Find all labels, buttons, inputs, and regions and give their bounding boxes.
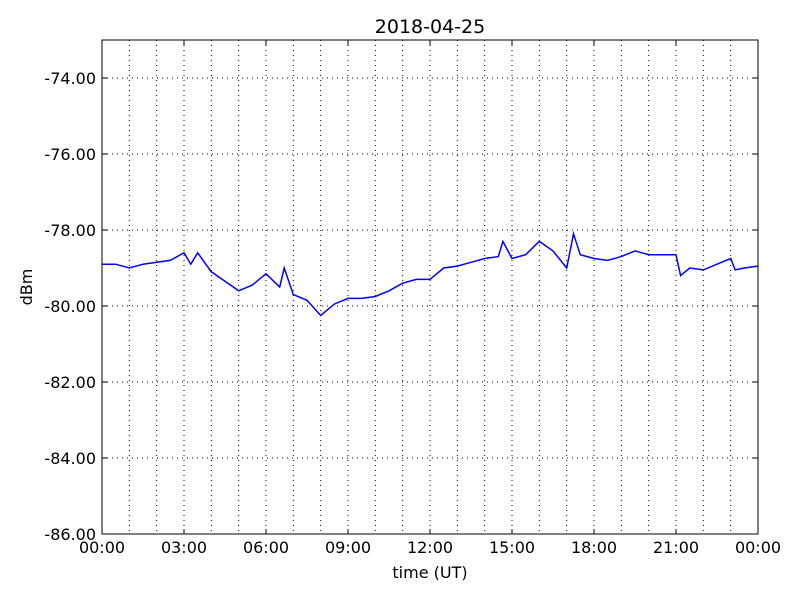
y-tick-label: -84.00	[44, 449, 96, 468]
series-line	[102, 230, 759, 317]
x-tick-label: 15:00	[489, 538, 535, 557]
y-tick-label: -80.00	[44, 297, 96, 316]
y-tick-label: -78.00	[44, 221, 96, 240]
y-tick-label: -76.00	[44, 145, 96, 164]
y-tick-label: -82.00	[44, 373, 96, 392]
x-tick-label: 00:00	[79, 538, 125, 557]
x-tick-label: 06:00	[243, 538, 289, 557]
grid	[102, 40, 758, 534]
x-tick-label: 18:00	[571, 538, 617, 557]
x-tick-label: 00:00	[735, 538, 781, 557]
y-tick-label: -86.00	[44, 525, 96, 544]
y-axis-label: dBm	[17, 269, 36, 306]
y-tick-label: -74.00	[44, 69, 96, 88]
x-tick-label: 09:00	[325, 538, 371, 557]
ticks: -74.00 -76.00 -78.00 -80.00 -82.00 -84.00 -86.…	[44, 40, 781, 557]
x-tick-label: 12:00	[407, 538, 453, 557]
x-axis-label: time (UT)	[392, 563, 467, 582]
plot-frame	[101, 39, 759, 535]
x-tick-label: 03:00	[161, 538, 207, 557]
chart-title: 2018-04-25	[375, 16, 485, 38]
x-tick-label: 21:00	[653, 538, 699, 557]
